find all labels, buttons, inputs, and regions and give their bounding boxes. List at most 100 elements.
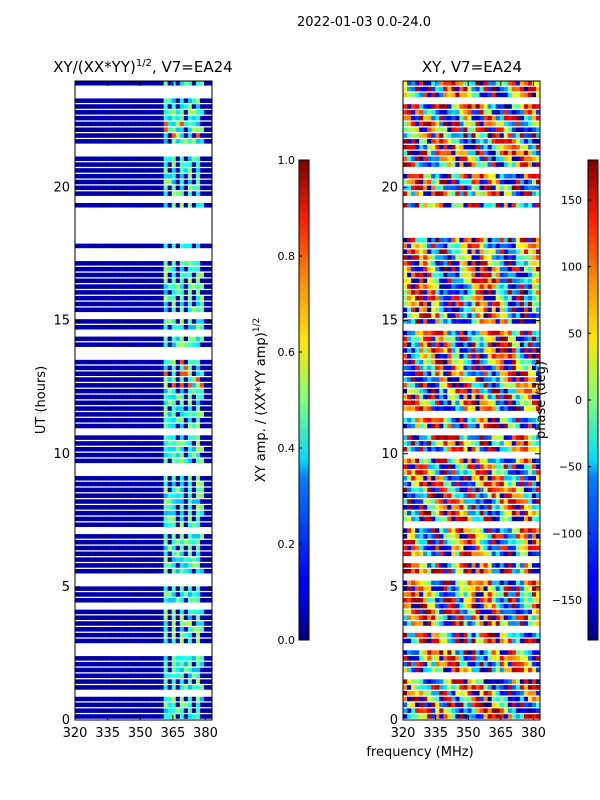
heatmap-cell xyxy=(143,446,148,452)
heatmap-cell xyxy=(427,476,432,481)
heatmap-cell xyxy=(511,510,517,516)
heatmap-cell xyxy=(511,441,517,446)
heatmap-cell xyxy=(471,534,476,539)
heatmap-cell xyxy=(463,545,468,551)
heatmap-cell xyxy=(187,388,193,394)
heatmap-cell xyxy=(195,417,201,423)
heatmap-cell xyxy=(435,598,440,603)
heatmap-cell xyxy=(119,127,124,132)
heatmap-cell xyxy=(171,173,177,179)
heatmap-cell xyxy=(207,563,213,568)
heatmap-cell xyxy=(427,679,432,684)
heatmap-cell xyxy=(143,168,148,173)
heatmap-cell xyxy=(127,191,132,196)
heatmap-cell xyxy=(535,319,541,324)
heatmap-cell xyxy=(131,481,136,487)
heatmap-cell xyxy=(131,319,136,324)
heatmap-cell xyxy=(527,441,533,446)
heatmap-cell xyxy=(207,377,213,382)
heatmap-cell xyxy=(503,638,509,644)
heatmap-cell xyxy=(487,383,493,388)
heatmap-cell xyxy=(435,476,440,481)
heatmap-cell xyxy=(115,168,120,173)
heatmap-cell xyxy=(155,173,161,179)
heatmap-cell xyxy=(79,272,84,278)
heatmap-cell xyxy=(491,690,497,696)
heatmap-cell xyxy=(131,81,136,86)
heatmap-cell xyxy=(411,487,416,493)
heatmap-cell xyxy=(519,510,525,516)
heatmap-cell xyxy=(423,690,428,696)
heatmap-cell xyxy=(523,371,529,376)
heatmap-cell xyxy=(171,679,177,684)
heatmap-cell xyxy=(511,702,517,708)
heatmap-cell xyxy=(455,354,460,359)
heatmap-cell xyxy=(79,110,84,115)
heatmap-cell xyxy=(115,539,120,545)
heatmap-cell xyxy=(99,388,104,394)
heatmap-cell xyxy=(99,394,104,400)
heatmap-cell xyxy=(507,371,513,376)
heatmap-cell xyxy=(139,243,144,249)
heatmap-cell xyxy=(495,563,501,568)
heatmap-cell xyxy=(203,156,209,162)
heatmap-cell xyxy=(75,365,80,371)
heatmap-cell xyxy=(407,696,412,702)
heatmap-cell xyxy=(495,377,501,382)
heatmap-cell xyxy=(199,481,205,487)
heatmap-cell xyxy=(463,528,468,533)
heatmap-cell xyxy=(491,505,497,510)
heatmap-cell xyxy=(127,598,132,603)
heatmap-cell xyxy=(151,441,156,446)
heatmap-cell xyxy=(95,202,100,208)
heatmap-cell xyxy=(155,702,161,708)
heatmap-cell xyxy=(419,510,424,516)
heatmap-cell xyxy=(419,441,424,446)
heatmap-cell xyxy=(531,667,537,673)
heatmap-cell xyxy=(463,603,468,609)
heatmap-cell xyxy=(467,563,472,568)
heatmap-cell xyxy=(503,446,509,452)
heatmap-cell xyxy=(411,464,416,469)
heatmap-cell xyxy=(95,673,100,679)
heatmap-cell xyxy=(207,417,213,423)
heatmap-cell xyxy=(203,412,209,417)
heatmap-cell xyxy=(431,481,436,487)
heatmap-cell xyxy=(483,383,489,388)
heatmap-cell xyxy=(143,400,148,406)
heatmap-cell xyxy=(439,685,444,690)
heatmap-cell xyxy=(191,615,197,620)
heatmap-cell xyxy=(459,441,464,446)
heatmap-cell xyxy=(207,673,213,679)
heatmap-cell xyxy=(427,656,432,661)
heatmap-cell xyxy=(123,371,128,376)
heatmap-cell xyxy=(419,371,424,376)
heatmap-cell xyxy=(479,330,484,336)
heatmap-cell xyxy=(163,365,169,371)
heatmap-cell xyxy=(483,423,489,429)
heatmap-cell xyxy=(503,476,509,481)
heatmap-cell xyxy=(79,336,84,342)
heatmap-cell xyxy=(127,638,132,644)
heatmap-cell xyxy=(87,272,92,278)
heatmap-cell xyxy=(419,377,424,382)
heatmap-cell xyxy=(87,185,92,191)
heatmap-cell xyxy=(467,679,472,684)
heatmap-cell xyxy=(83,98,88,103)
heatmap-cell xyxy=(515,516,521,522)
heatmap-cell xyxy=(491,313,497,318)
heatmap-cell xyxy=(87,714,92,719)
heatmap-cell xyxy=(523,539,529,545)
heatmap-cell xyxy=(499,359,505,365)
heatmap-cell xyxy=(107,505,112,510)
heatmap-cell xyxy=(511,603,517,609)
heatmap-cell xyxy=(95,516,100,522)
heatmap-cell xyxy=(431,417,436,423)
heatmap-cell xyxy=(87,284,92,289)
heatmap-cell xyxy=(463,516,468,522)
heatmap-cell xyxy=(479,487,484,493)
heatmap-cell xyxy=(83,162,88,167)
heatmap-cell xyxy=(131,638,136,644)
heatmap-cell xyxy=(103,510,108,516)
heatmap-cell xyxy=(159,510,165,516)
